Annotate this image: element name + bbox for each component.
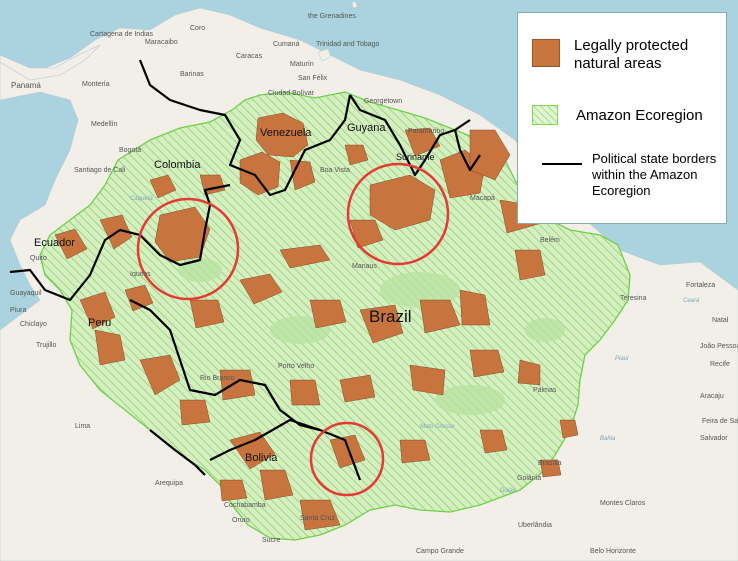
legend-label-ecoregion: Amazon Ecoregion	[576, 107, 703, 124]
city-paramaribo: Paramaribo	[408, 128, 444, 135]
region-piaui: Piauí	[615, 356, 630, 362]
city-montes-claros: Montes Claros	[600, 500, 646, 507]
map-legend: Legally protected natural areas Amazon E…	[517, 12, 727, 224]
city-campo-grande: Campo Grande	[416, 548, 464, 555]
city-belo-horizonte: Belo Horizonte	[590, 548, 636, 555]
city-natal: Natal	[712, 317, 729, 324]
region-goias: Goiás	[500, 488, 516, 494]
protected-areas	[54, 112, 579, 531]
political-borders	[9, 59, 481, 481]
legend-label-protected: Legally protected natural areas	[574, 37, 689, 73]
city-trujillo: Trujillo	[36, 342, 56, 349]
city-porto-velho: Porto Velho	[278, 363, 314, 370]
region-caqueta: Caquetá	[130, 196, 153, 202]
city-cumana: Cumaná	[273, 41, 300, 48]
city-rio-branco: Rio Branco	[200, 375, 235, 382]
city-trinidad: Trinidad and Tobago	[316, 41, 380, 48]
country-label-panama: Panamá	[11, 81, 41, 90]
island-trinidad	[317, 48, 332, 62]
country-label-colombia: Colombia	[154, 159, 201, 171]
city-macapa: Macapá	[470, 195, 495, 202]
city-piura: Piura	[10, 307, 26, 314]
highlight-circles	[136, 162, 450, 497]
city-cochabamba: Cochabamba	[224, 502, 266, 509]
highlight-circle-colombia-peru	[136, 197, 240, 301]
city-fortaleza: Fortaleza	[686, 282, 715, 289]
city-uberlandia: Uberlândia	[518, 522, 552, 529]
country-label-bolivia: Bolivia	[245, 452, 278, 464]
city-bogota: Bogotá	[119, 147, 141, 154]
city-coro: Coro	[190, 25, 205, 32]
city-caracas: Caracas	[236, 53, 263, 60]
city-santa-cruz: Santa Cruz	[300, 515, 336, 522]
city-joao-pessoa: João Pessoa	[700, 343, 738, 350]
city-goiania: Goiânia	[517, 475, 541, 482]
city-aracaju: Aracaju	[700, 393, 724, 400]
country-label-venezuela: Venezuela	[260, 127, 312, 139]
city-georgetown: Georgetown	[364, 98, 402, 105]
city-chiclayo: Chiclayo	[20, 321, 47, 328]
highlight-circle-bolivia	[309, 421, 385, 497]
country-label-ecuador: Ecuador	[34, 237, 75, 249]
city-medellin: Medellín	[91, 121, 118, 128]
country-label-suriname: Suriname	[396, 152, 435, 162]
city-maracaibo: Maracaibo	[145, 39, 178, 46]
city-arequipa: Arequipa	[155, 480, 183, 487]
city-monteria: Montería	[82, 81, 110, 88]
city-labels: Coro the Grenadines Cartagena de Indias …	[10, 13, 738, 555]
city-iquitos: Iquitos	[130, 271, 151, 278]
city-barinas: Barinas	[180, 71, 204, 78]
forest-patches	[178, 258, 565, 415]
country-label-peru: Peru	[88, 317, 111, 329]
city-manaus: Manaus	[352, 263, 377, 270]
city-cartagena: Cartagena de Indias	[90, 31, 154, 38]
city-palmas: Palmas	[533, 387, 557, 394]
city-santiago-cali: Santiago de Cali	[74, 167, 126, 174]
city-quito: Quito	[30, 255, 47, 262]
country-label-guyana: Guyana	[347, 122, 386, 134]
city-recife: Recife	[710, 361, 730, 368]
region-bahia: Bahia	[600, 436, 616, 442]
island-grenadines	[351, 1, 358, 9]
city-maturin: Maturín	[290, 61, 314, 68]
city-the-grenadines: the Grenadines	[308, 13, 356, 20]
region-mato-grosso: Mato Grosso	[420, 424, 455, 430]
city-salvador: Salvador	[700, 435, 728, 442]
border-line-swatch	[542, 163, 582, 165]
city-teresina: Teresina	[620, 295, 647, 302]
legend-label-borders: Political state borders within the Amazo…	[592, 151, 717, 198]
city-feira: Feira de Santana	[702, 418, 738, 425]
land-panama	[0, 44, 101, 81]
highlight-circle-guiana	[346, 162, 450, 266]
city-ciudad-bolivar: Ciudad Bolívar	[268, 90, 315, 97]
city-oruro: Oruro	[232, 517, 250, 524]
city-brasilia: Brasília	[538, 460, 561, 467]
city-sucre: Sucre	[262, 537, 280, 544]
ecoregion-swatch	[532, 105, 558, 125]
city-belem: Belém	[540, 237, 560, 244]
city-boa-vista: Boa Vista	[320, 167, 350, 174]
region-ceara: Ceará	[683, 298, 700, 304]
city-guayaquil: Guayaquil	[10, 290, 42, 297]
country-label-brazil: Brazil	[369, 307, 412, 326]
city-san-felix: San Félix	[298, 75, 328, 82]
protected-area-swatch	[532, 39, 560, 67]
city-lima: Lima	[75, 423, 90, 430]
